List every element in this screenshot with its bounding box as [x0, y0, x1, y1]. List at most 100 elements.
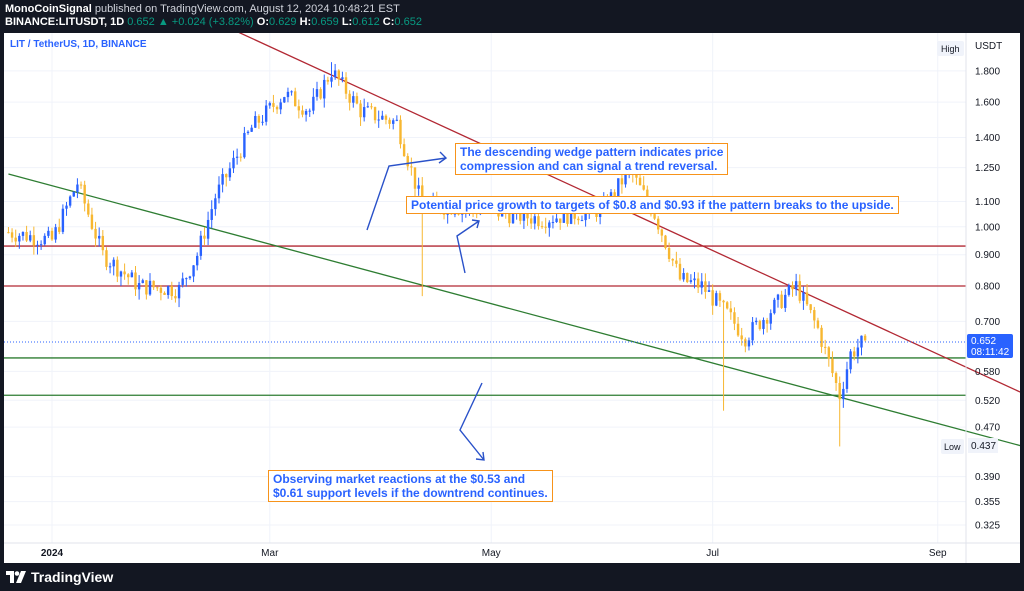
candle-body: [14, 237, 17, 242]
chart-title: LIT / TetherUS, 1D, BINANCE: [10, 39, 147, 50]
candle-body: [283, 97, 286, 103]
candle-body: [559, 218, 562, 223]
candle-body: [377, 119, 380, 121]
candle-body: [203, 235, 206, 239]
candle-body: [395, 119, 399, 121]
publish-info: published on TradingView.com, August 12,…: [94, 3, 400, 15]
annotation-support-line1: Observing market reactions at the $0.53 …: [273, 472, 526, 486]
candle-body: [798, 281, 801, 301]
tradingview-logo[interactable]: TradingView: [6, 569, 113, 585]
candle-body: [7, 232, 10, 234]
price-axis[interactable]: 1.800 1.600 1.400 1.250 1.100 1.000 0.900 0.800…: [975, 66, 1000, 531]
annotation-growth-text: Potential price growth to targets of $0.…: [411, 198, 894, 212]
candle-body: [744, 339, 747, 347]
low-label: L:: [341, 16, 353, 28]
candle-body: [834, 373, 838, 383]
candle-body: [780, 294, 783, 308]
candle-body: [845, 369, 849, 389]
current-price-tag: [967, 334, 1013, 358]
candle-body: [181, 278, 184, 285]
candle-body: [61, 208, 65, 232]
price-tick-label: 1.800: [975, 66, 1000, 77]
annotation-wedge[interactable]: The descending wedge pattern indicates p…: [455, 143, 729, 175]
candle-body: [548, 222, 551, 228]
trendlines[interactable]: [8, 29, 1024, 546]
candle-body: [65, 205, 68, 209]
candle-body: [809, 304, 812, 311]
candle-body: [337, 70, 340, 80]
candle-body: [279, 102, 282, 110]
annotation-wedge-line1: The descending wedge pattern indicates p…: [460, 145, 724, 159]
candle-body: [831, 358, 834, 374]
low-value: 0.612: [352, 16, 380, 28]
candle-body: [762, 319, 765, 329]
candle-body: [388, 119, 391, 124]
annotation-support[interactable]: Observing market reactions at the $0.53 …: [268, 470, 553, 502]
candle-body: [747, 340, 751, 347]
candle-body: [199, 235, 203, 256]
trendline-wedge-support[interactable]: [8, 173, 1024, 546]
candle-body: [163, 292, 166, 295]
chart-area[interactable]: 1.800 1.600 1.400 1.250 1.100 1.000 0.900 0.800…: [4, 29, 1024, 563]
candle-body: [108, 266, 112, 268]
candle-body: [751, 322, 754, 341]
candle-body: [667, 248, 671, 259]
price-tick-label: 1.250: [975, 163, 1000, 174]
candle-body: [10, 232, 14, 238]
candle-body: [820, 327, 823, 347]
candle-body: [842, 388, 845, 400]
candle-body: [308, 110, 311, 112]
candle-body: [755, 320, 758, 323]
candle-body: [511, 210, 515, 224]
axis-unit: USDT: [975, 41, 1002, 52]
candle-body: [362, 107, 366, 118]
chart-header: MonoCoinSignal published on TradingView.…: [0, 0, 1024, 30]
candle-body: [686, 273, 689, 282]
time-tick-label: Mar: [261, 548, 279, 559]
price-tick-label: 0.520: [975, 396, 1000, 407]
candle-body: [421, 185, 424, 206]
candle-body: [373, 107, 377, 121]
candle-body: [529, 218, 533, 224]
candle-body: [68, 196, 72, 206]
time-tick-label: Jul: [706, 548, 719, 559]
candle-body: [250, 127, 253, 132]
low-badge: Low: [944, 442, 961, 452]
candle-body: [221, 174, 224, 185]
candle-body: [54, 227, 57, 240]
candle-body: [272, 103, 275, 107]
price-tick-label: 0.355: [975, 497, 1000, 508]
candle-body: [849, 351, 852, 370]
arrow-wedge: [366, 157, 447, 231]
price-tick-label: 1.000: [975, 222, 1000, 233]
annotation-growth[interactable]: Potential price growth to targets of $0.…: [406, 196, 899, 214]
candle-body: [185, 278, 188, 280]
price-tick-label: 0.800: [975, 282, 1000, 293]
candle-body: [214, 198, 217, 210]
candle-body: [508, 213, 511, 224]
candle-body: [704, 281, 707, 292]
publisher-name[interactable]: MonoCoinSignal: [5, 3, 92, 15]
candle-body: [863, 335, 867, 341]
open-value: 0.629: [269, 16, 297, 28]
candle-body: [268, 103, 271, 106]
candle-body: [72, 192, 75, 197]
candle-body: [860, 335, 863, 348]
trendline-wedge-resistance[interactable]: [233, 29, 1024, 546]
high-badge-bg: [937, 41, 964, 56]
horizontal-levels[interactable]: [4, 245, 966, 396]
candle-body: [366, 106, 370, 108]
candle-body: [646, 189, 649, 202]
candle-body: [776, 294, 780, 300]
annotation-wedge-line2: compression and can signal a trend rever…: [460, 159, 718, 173]
price-tick-label: 1.100: [975, 197, 1000, 208]
candle-body: [707, 290, 711, 292]
candle-body: [25, 231, 28, 241]
time-axis[interactable]: 2024MarMayJulSepNov2025MarMay: [41, 548, 1020, 559]
candle-body: [384, 115, 388, 120]
price-tick-label: 1.600: [975, 98, 1000, 109]
candle-body: [617, 178, 620, 197]
candle-body: [156, 287, 159, 289]
candle-body: [678, 263, 682, 280]
candle-body: [740, 335, 743, 340]
